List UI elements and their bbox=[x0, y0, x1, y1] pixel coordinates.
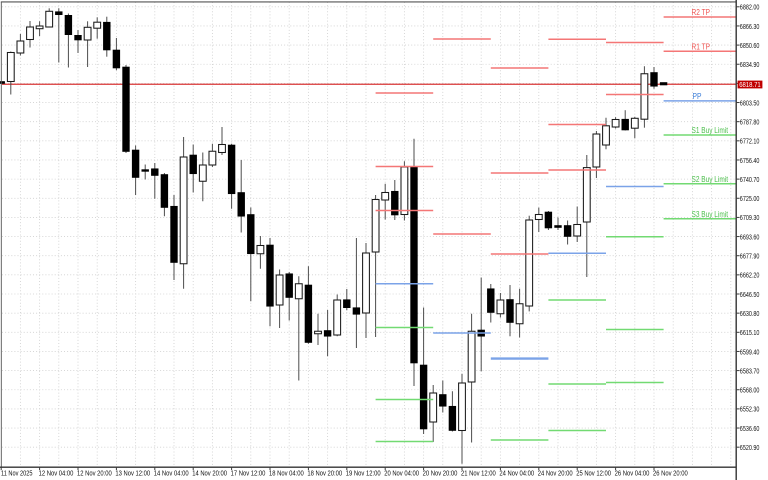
svg-text:24 Nov 20:00: 24 Nov 20:00 bbox=[538, 468, 573, 477]
svg-text:18 Nov 20:00: 18 Nov 20:00 bbox=[307, 468, 342, 477]
svg-text:6787.80: 6787.80 bbox=[740, 117, 760, 126]
svg-text:R2 TP: R2 TP bbox=[692, 7, 711, 17]
svg-text:6520.90: 6520.90 bbox=[740, 443, 760, 452]
svg-text:12 Nov 20:00: 12 Nov 20:00 bbox=[77, 468, 112, 477]
svg-text:6568.00: 6568.00 bbox=[740, 386, 760, 395]
svg-text:6536.60: 6536.60 bbox=[740, 424, 760, 433]
svg-text:6772.10: 6772.10 bbox=[740, 137, 760, 146]
svg-text:19 Nov 12:00: 19 Nov 12:00 bbox=[346, 468, 381, 477]
svg-text:6740.70: 6740.70 bbox=[740, 175, 760, 184]
svg-text:6709.30: 6709.30 bbox=[740, 213, 760, 222]
svg-text:6834.90: 6834.90 bbox=[740, 60, 760, 69]
svg-text:6725.00: 6725.00 bbox=[740, 194, 760, 203]
svg-text:26 Nov 20:00: 26 Nov 20:00 bbox=[653, 468, 688, 477]
svg-text:14 Nov 04:00: 14 Nov 04:00 bbox=[154, 468, 189, 477]
svg-text:6850.60: 6850.60 bbox=[740, 41, 760, 50]
svg-text:S2 Buy Limit: S2 Buy Limit bbox=[692, 174, 729, 184]
svg-text:6646.50: 6646.50 bbox=[740, 290, 760, 299]
svg-text:11 Nov 2025: 11 Nov 2025 bbox=[1, 468, 33, 477]
svg-text:6677.90: 6677.90 bbox=[740, 252, 760, 261]
svg-text:R1 TP: R1 TP bbox=[692, 42, 711, 52]
svg-text:S1 Buy Limit: S1 Buy Limit bbox=[692, 125, 729, 135]
svg-text:6818.71: 6818.71 bbox=[739, 80, 761, 89]
svg-text:26 Nov 04:00: 26 Nov 04:00 bbox=[615, 468, 650, 477]
svg-text:6599.40: 6599.40 bbox=[740, 347, 760, 356]
svg-text:S3 Buy Limit: S3 Buy Limit bbox=[692, 209, 729, 219]
svg-text:13 Nov 12:00: 13 Nov 12:00 bbox=[115, 468, 150, 477]
svg-text:6583.70: 6583.70 bbox=[740, 366, 760, 375]
svg-text:21 Nov 12:00: 21 Nov 12:00 bbox=[461, 468, 496, 477]
svg-text:PP: PP bbox=[693, 91, 702, 101]
svg-text:6615.10: 6615.10 bbox=[740, 328, 760, 337]
svg-text:6882.00: 6882.00 bbox=[740, 3, 760, 12]
svg-text:20 Nov 20:00: 20 Nov 20:00 bbox=[423, 468, 458, 477]
svg-text:6630.80: 6630.80 bbox=[740, 309, 760, 318]
svg-text:12 Nov 04:00: 12 Nov 04:00 bbox=[39, 468, 74, 477]
svg-text:17 Nov 12:00: 17 Nov 12:00 bbox=[231, 468, 266, 477]
svg-text:6866.30: 6866.30 bbox=[740, 22, 760, 31]
svg-text:6662.20: 6662.20 bbox=[740, 271, 760, 280]
svg-text:20 Nov 04:00: 20 Nov 04:00 bbox=[384, 468, 419, 477]
svg-text:14 Nov 20:00: 14 Nov 20:00 bbox=[192, 468, 227, 477]
svg-text:6693.60: 6693.60 bbox=[740, 232, 760, 241]
svg-text:6803.50: 6803.50 bbox=[740, 98, 760, 107]
svg-text:25 Nov 12:00: 25 Nov 12:00 bbox=[576, 468, 611, 477]
svg-text:6552.30: 6552.30 bbox=[740, 405, 760, 414]
svg-text:18 Nov 04:00: 18 Nov 04:00 bbox=[269, 468, 304, 477]
svg-text:24 Nov 04:00: 24 Nov 04:00 bbox=[499, 468, 534, 477]
svg-text:6756.40: 6756.40 bbox=[740, 156, 760, 165]
